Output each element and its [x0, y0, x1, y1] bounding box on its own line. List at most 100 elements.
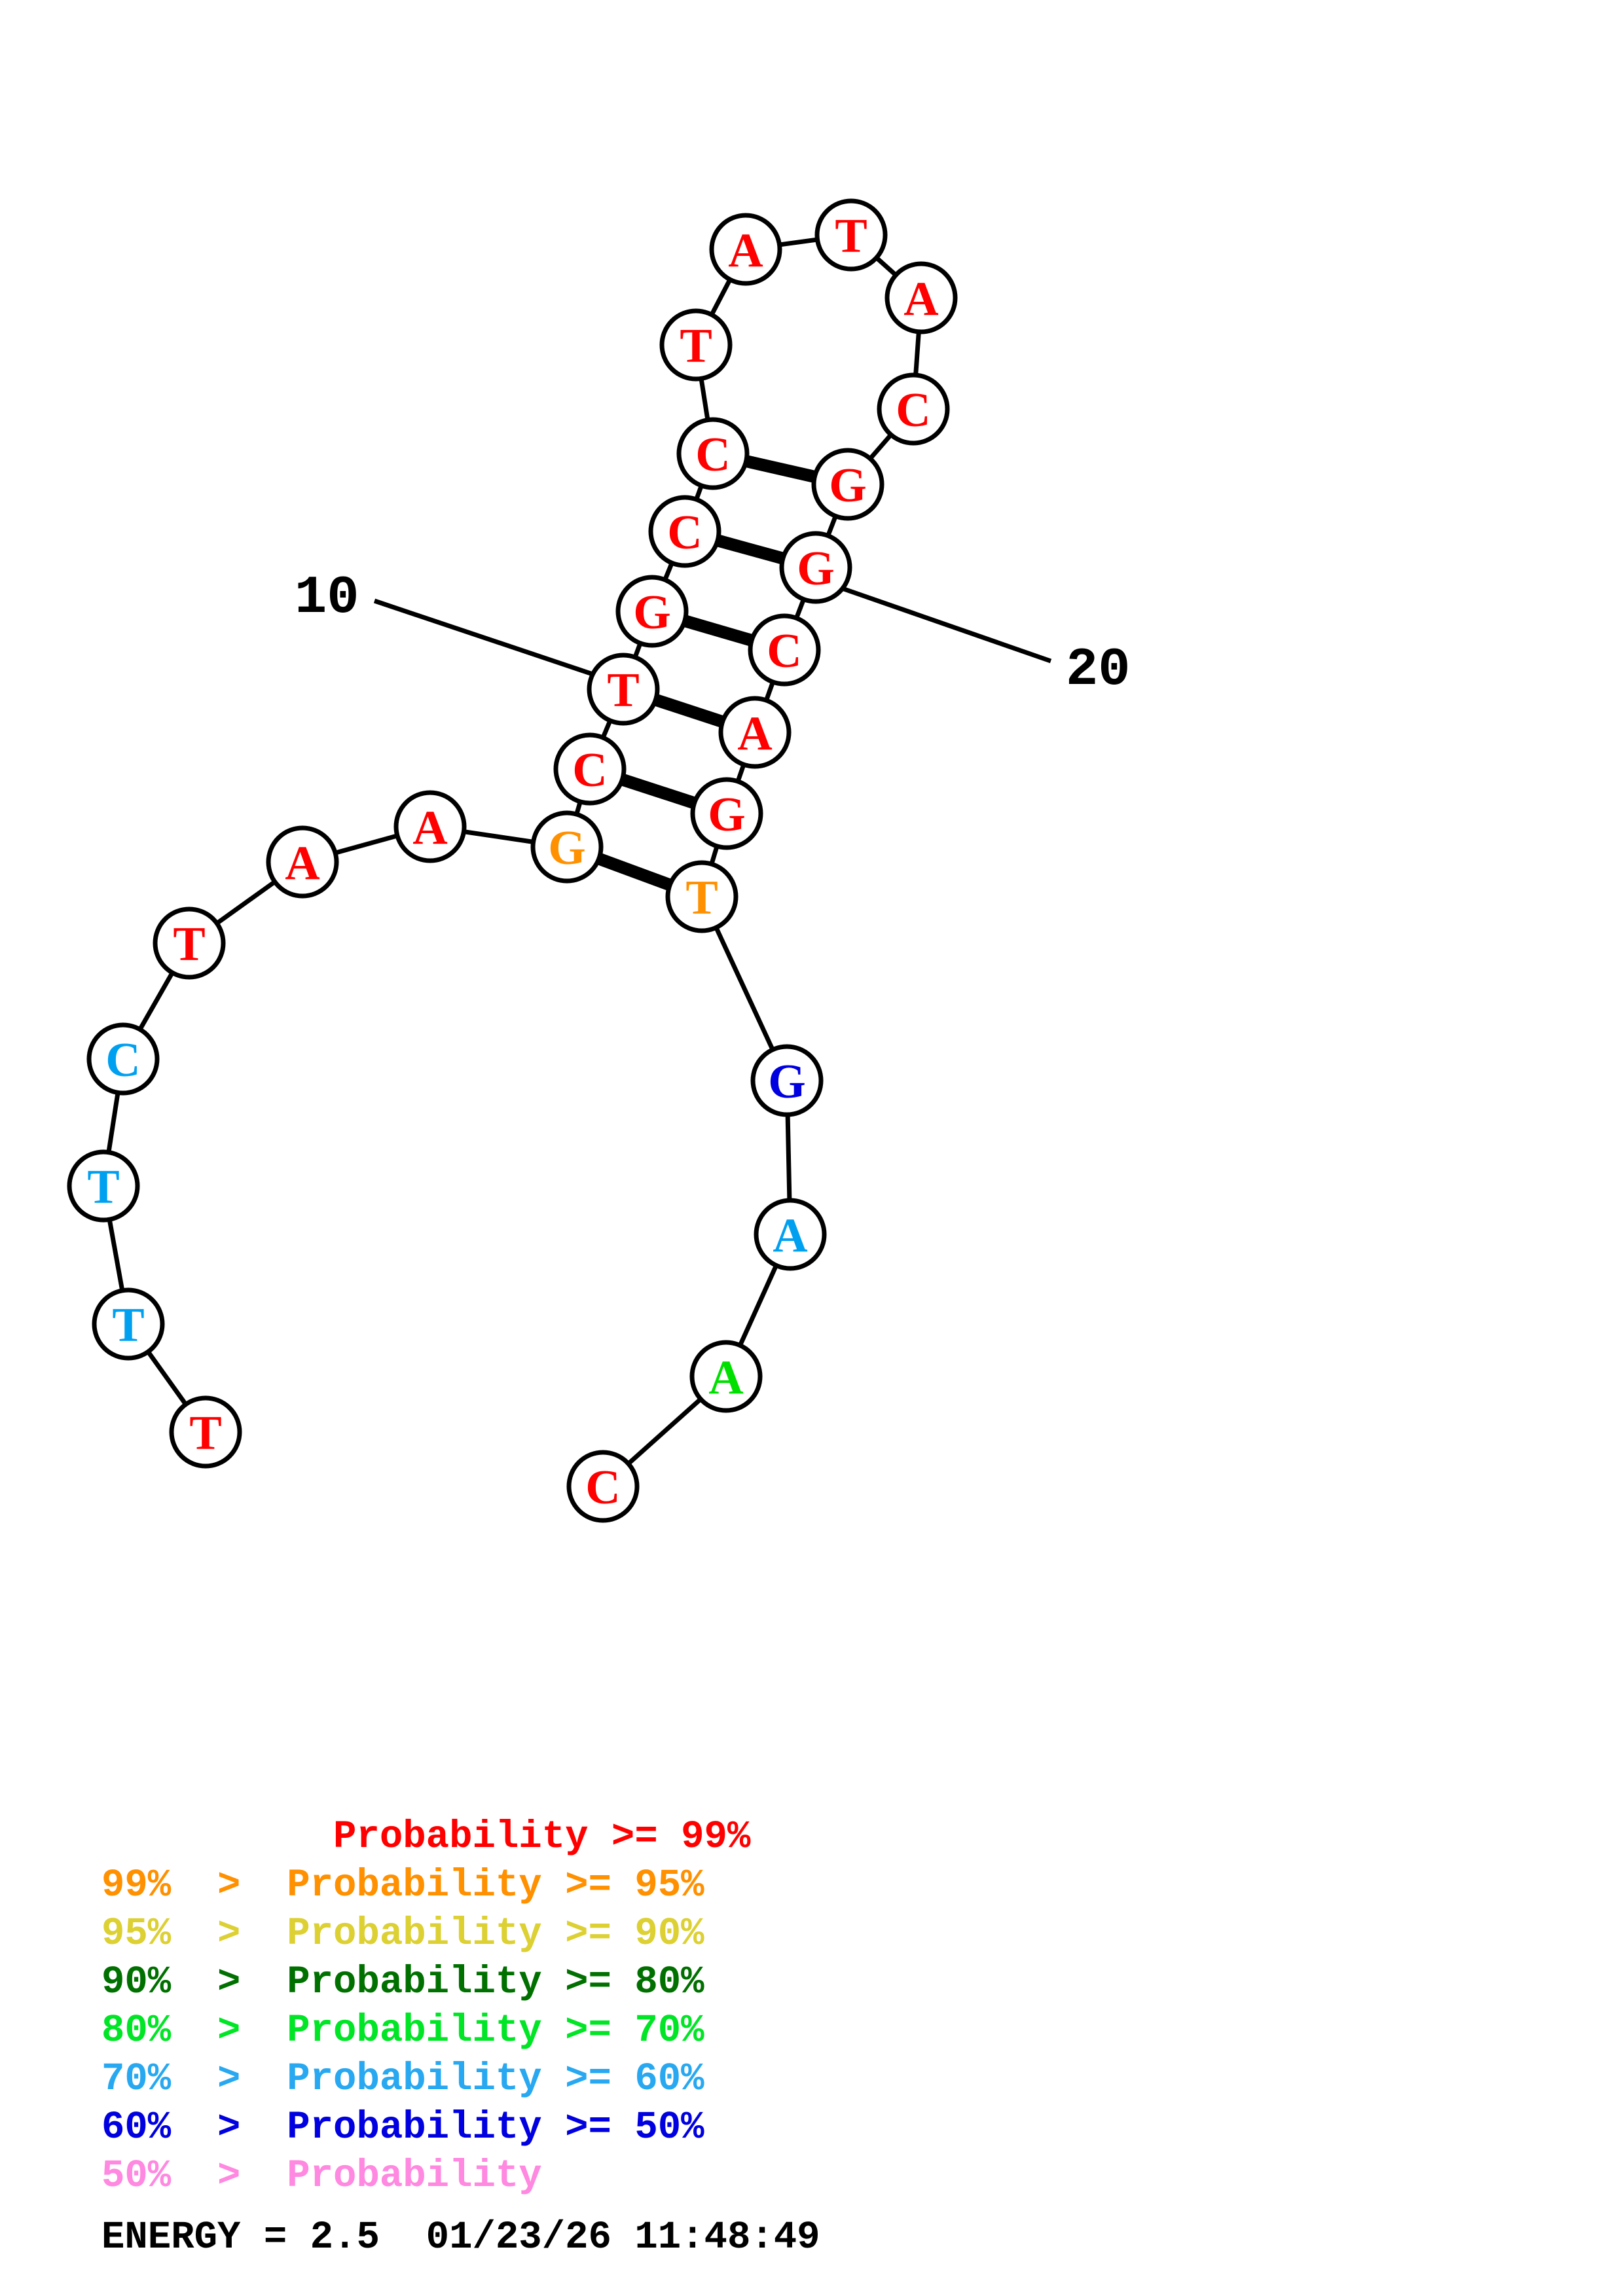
backbone-bond: [913, 331, 921, 376]
nucleotide-letter: T: [685, 871, 718, 925]
index-label-layer: 10 20: [295, 567, 1130, 700]
nucleotide-letter: G: [768, 1055, 806, 1109]
nucleotide-circle: [587, 653, 660, 726]
base-pair-bond: [620, 774, 697, 809]
legend-row: 90% > Probability >= 80%: [101, 1960, 704, 2004]
backbone-bond: [735, 763, 746, 783]
nucleotide-circle: [553, 732, 627, 806]
nucleotide-node[interactable]: G: [690, 777, 763, 850]
nucleotide-letter: C: [572, 744, 607, 797]
base-pair-bond: [744, 455, 816, 483]
backbone-bond: [794, 598, 806, 619]
nucleotide-letter: T: [87, 1160, 119, 1214]
nucleotide-node[interactable]: T: [814, 198, 888, 272]
backbone-bond: [868, 433, 893, 461]
position-index-label: 10: [295, 567, 359, 628]
nucleotide-node[interactable]: T: [587, 653, 660, 726]
nucleotide-node[interactable]: T: [153, 906, 226, 980]
backbone-bond: [875, 256, 898, 277]
nucleotide-node[interactable]: A: [884, 261, 958, 334]
nucleotide-node[interactable]: C: [748, 613, 821, 687]
nucleotide-letter: T: [835, 209, 867, 263]
nucleotide-circle: [884, 261, 958, 334]
nucleotide-circle: [393, 790, 467, 863]
nucleotide-letter: T: [189, 1407, 221, 1460]
nucleotide-letter: T: [607, 664, 639, 717]
nucleotide-letter: G: [708, 788, 746, 842]
nucleotide-node[interactable]: G: [530, 810, 604, 884]
nucleotide-node[interactable]: A: [393, 790, 467, 863]
nucleotide-node[interactable]: A: [718, 696, 792, 769]
nucleotide-circle: [153, 906, 226, 980]
nucleotide-letter: A: [773, 1209, 807, 1263]
nucleotide-node[interactable]: A: [754, 1198, 827, 1271]
backbone-bond: [215, 880, 276, 925]
base-pair-bond: [596, 853, 672, 891]
nucleotide-circle: [754, 1198, 827, 1271]
nucleotide-node[interactable]: C: [86, 1022, 160, 1096]
nucleotide-node[interactable]: G: [779, 531, 852, 604]
nucleotide-circle: [750, 1044, 824, 1117]
nucleotide-node[interactable]: G: [750, 1044, 824, 1117]
nucleotide-letter: G: [633, 586, 671, 639]
index-leader-line: [831, 583, 1052, 664]
nucleotide-circle: [67, 1149, 140, 1223]
nucleotide-circle: [86, 1022, 160, 1096]
nucleotide-circle: [659, 308, 733, 382]
nucleotide-circle: [266, 825, 339, 899]
backbone-bond: [779, 237, 818, 247]
nucleotide-circle: [814, 198, 888, 272]
backbone-bond: [137, 971, 175, 1031]
backbone-bond: [335, 833, 398, 855]
nucleotide-node[interactable]: T: [659, 308, 733, 382]
nucleotide-node[interactable]: C: [566, 1450, 640, 1523]
nucleotide-node[interactable]: C: [877, 372, 950, 446]
backbone-bond: [663, 562, 674, 581]
nucleotide-circle: [877, 372, 950, 446]
nucleotide-letter: C: [896, 384, 930, 437]
nucleotide-letter: T: [680, 319, 712, 373]
nucleotide-letter: C: [695, 428, 730, 482]
nucleotide-circle: [779, 531, 852, 604]
nucleotide-node[interactable]: T: [67, 1149, 140, 1223]
legend-row: 50% > Probability: [101, 2154, 542, 2198]
backbone-bond: [463, 829, 534, 844]
nucleotide-circle: [689, 1340, 763, 1413]
backbone-bond: [627, 1397, 702, 1465]
legend-row: 80% > Probability >= 70%: [101, 2009, 704, 2053]
legend-row: 60% > Probability >= 50%: [101, 2106, 704, 2149]
nucleotide-letter: G: [829, 459, 867, 512]
nucleotide-node[interactable]: C: [676, 417, 750, 490]
nucleotide-circle: [665, 860, 739, 933]
nucleotide-node[interactable]: G: [811, 448, 884, 521]
nucleotide-letter: C: [585, 1461, 620, 1515]
probability-legend: Probability >= 99% 99% > Probability >= …: [101, 1813, 1018, 2200]
legend-row: 95% > Probability >= 90%: [101, 1912, 704, 1956]
backbone-bond: [714, 926, 775, 1051]
nucleotide-node[interactable]: C: [648, 495, 721, 568]
nucleotide-node[interactable]: T: [92, 1287, 165, 1361]
energy-timestamp-line: ENERGY = 2.5 01/23/26 11:48:49: [101, 2215, 820, 2259]
nucleotide-letter: T: [112, 1299, 144, 1352]
base-pair-bond: [653, 694, 725, 728]
nucleotide-node[interactable]: A: [266, 825, 339, 899]
backbone-bond: [738, 1264, 778, 1347]
nucleotide-node[interactable]: T: [169, 1395, 242, 1469]
legend-row: 70% > Probability >= 60%: [101, 2057, 704, 2101]
nucleotide-circle: [530, 810, 604, 884]
backbone-bond: [106, 1092, 120, 1153]
backbone-bond: [146, 1350, 188, 1406]
legend-row: 99% > Probability >= 95%: [101, 1863, 704, 1907]
nucleotide-letter: A: [728, 224, 763, 278]
nucleotide-circle: [690, 777, 763, 850]
nucleotide-circle: [718, 696, 792, 769]
nucleotide-node[interactable]: G: [615, 575, 689, 648]
nucleotide-node[interactable]: A: [689, 1340, 763, 1413]
nucleotide-node[interactable]: C: [553, 732, 627, 806]
nucleotide-node[interactable]: A: [709, 213, 782, 286]
nucleotide-node[interactable]: T: [665, 860, 739, 933]
nucleotide-circle: [169, 1395, 242, 1469]
